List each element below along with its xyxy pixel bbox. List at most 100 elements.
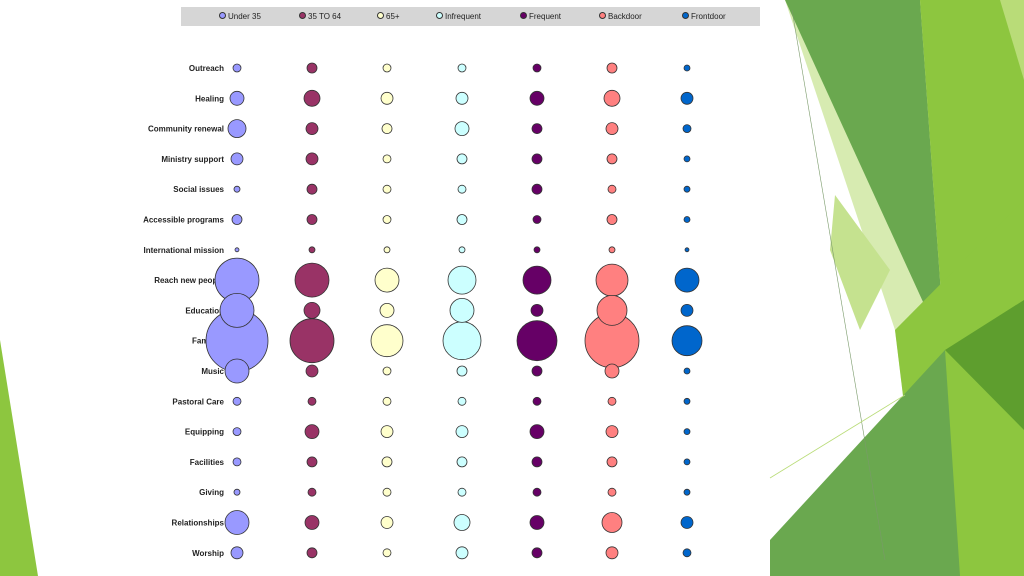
bubble-music-infrequent: [456, 365, 468, 377]
bubble-education-frequent: [530, 303, 544, 317]
bubble-healing-infrequent: [455, 91, 469, 105]
bubble-relationships-35-to-64: [304, 515, 320, 530]
bubble-international-mission-infrequent: [458, 246, 466, 254]
bubble-music-65: [382, 366, 392, 376]
bubble-accessible-programs-infrequent: [456, 214, 468, 225]
legend-swatch: [219, 12, 226, 20]
bubble-pastoral-care-backdoor: [607, 396, 617, 406]
bubble-healing-65: [380, 91, 394, 105]
bubble-relationships-infrequent: [453, 514, 471, 531]
bubble-reach-new-people-frontdoor: [674, 267, 700, 293]
legend: Under 35 35 TO 64 65+ Infrequent Frequent Bac…: [181, 7, 760, 26]
bubble-healing-backdoor: [603, 89, 621, 107]
row-label-worship: Worship: [192, 549, 224, 558]
legend-label: 65+: [386, 12, 400, 21]
legend-item-under-35: Under 35: [219, 7, 261, 26]
bubble-social-issues-backdoor: [607, 184, 617, 194]
legend-label: Frequent: [529, 12, 562, 21]
bubble-community-renewal-65: [381, 123, 393, 135]
bubble-music-35-to-64: [305, 364, 319, 378]
legend-label: Frontdoor: [691, 12, 726, 21]
bubble-relationships-under-35: [224, 510, 250, 535]
bubble-outreach-35-to-64: [306, 62, 318, 74]
bubble-equipping-infrequent: [455, 425, 469, 439]
bubble-pastoral-care-under-35: [232, 396, 242, 406]
bubble-accessible-programs-frontdoor: [683, 216, 691, 223]
legend-swatch: [599, 12, 606, 20]
bubble-worship-35-to-64: [306, 547, 318, 559]
bubble-ministry-support-frontdoor: [683, 155, 691, 163]
row-label-pastoral-care: Pastoral Care: [172, 397, 224, 406]
bubble-reach-new-people-frequent: [522, 265, 552, 295]
bubble-community-renewal-frontdoor: [682, 124, 692, 134]
bubble-education-infrequent: [449, 297, 475, 323]
bubble-worship-frontdoor: [682, 548, 692, 558]
legend-item-frontdoor: Frontdoor: [682, 7, 726, 26]
bubble-facilities-65: [381, 456, 393, 468]
bubble-healing-35-to-64: [303, 89, 321, 107]
bubble-reach-new-people-35-to-64: [294, 262, 330, 298]
row-label-accessible-programs: Accessible programs: [143, 216, 224, 225]
bubble-pastoral-care-frequent: [532, 396, 542, 406]
bubble-social-issues-infrequent: [457, 184, 467, 194]
bubble-social-issues-35-to-64: [306, 183, 318, 195]
bubble-giving-backdoor: [607, 487, 617, 497]
bubble-outreach-infrequent: [457, 63, 467, 73]
row-label-social-issues: Social issues: [173, 185, 224, 194]
legend-item-65: 65+: [377, 7, 400, 26]
bubble-education-frontdoor: [680, 303, 694, 317]
bubble-social-issues-under-35: [233, 185, 241, 193]
bubble-giving-frequent: [532, 487, 542, 497]
row-label-outreach: Outreach: [189, 64, 224, 73]
bubble-international-mission-frontdoor: [684, 247, 690, 253]
row-label-community-renewal: Community renewal: [148, 125, 224, 134]
bubble-accessible-programs-backdoor: [606, 214, 618, 225]
bubble-facilities-backdoor: [606, 456, 618, 468]
row-label-giving: Giving: [199, 488, 224, 497]
bubble-social-issues-65: [382, 184, 392, 194]
row-label-facilities: Facilities: [190, 458, 225, 467]
bubble-worship-infrequent: [455, 546, 469, 560]
bubble-education-65: [379, 302, 395, 318]
bubble-pastoral-care-65: [382, 396, 392, 406]
bubble-education-under-35: [219, 292, 255, 328]
bubble-community-renewal-under-35: [227, 119, 247, 139]
bubble-social-issues-frontdoor: [683, 185, 691, 193]
bubble-pastoral-care-infrequent: [457, 396, 467, 406]
bubble-pastoral-care-frontdoor: [683, 397, 691, 405]
bubble-healing-frontdoor: [680, 91, 694, 105]
legend-label: Infrequent: [445, 12, 482, 21]
bubble-reach-new-people-backdoor: [595, 263, 629, 297]
bubble-education-35-to-64: [303, 301, 321, 319]
bubble-giving-65: [382, 487, 392, 497]
bubble-education-backdoor: [596, 294, 628, 326]
legend-swatch: [682, 12, 689, 20]
legend-item-infrequent: Infrequent: [436, 7, 481, 26]
bubble-outreach-frequent: [532, 63, 542, 73]
bubble-community-renewal-backdoor: [605, 122, 619, 136]
bubble-social-issues-frequent: [531, 183, 543, 195]
bubble-worship-65: [382, 548, 392, 558]
bubble-outreach-under-35: [232, 63, 242, 73]
bubble-international-mission-backdoor: [608, 246, 616, 254]
bubble-giving-frontdoor: [683, 488, 691, 496]
bubble-worship-frequent: [531, 547, 543, 559]
bubble-families-65: [370, 324, 404, 358]
bubble-reach-new-people-65: [374, 267, 400, 293]
bubble-worship-backdoor: [605, 546, 619, 560]
bubble-equipping-65: [380, 425, 394, 439]
bubble-international-mission-frequent: [533, 246, 541, 254]
bubble-community-renewal-frequent: [531, 123, 543, 135]
bubble-giving-under-35: [233, 488, 241, 496]
bubble-international-mission-35-to-64: [308, 246, 316, 254]
bubble-facilities-infrequent: [456, 456, 468, 468]
bubble-international-mission-65: [383, 246, 391, 254]
bubble-healing-under-35: [229, 90, 245, 106]
row-label-music: Music: [201, 367, 224, 376]
legend-swatch: [436, 12, 443, 20]
bubble-ministry-support-under-35: [230, 152, 244, 166]
bubble-healing-frequent: [529, 90, 545, 106]
bubble-ministry-support-infrequent: [456, 153, 468, 165]
